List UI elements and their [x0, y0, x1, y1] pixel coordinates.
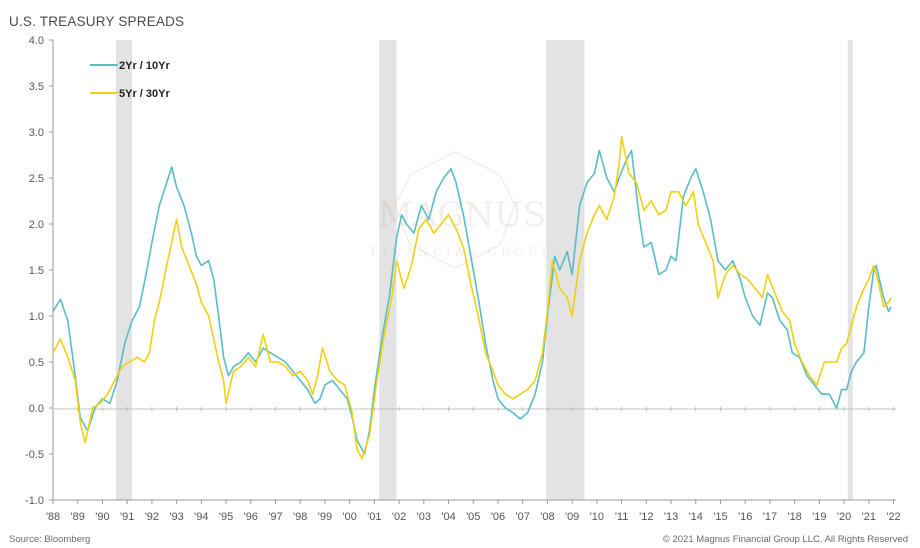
magnus-logo-watermark: MAGNUS FINANCIAL GROUP	[370, 150, 554, 270]
x-tick-label: '22	[886, 511, 900, 523]
legend-label-1: 2Yr / 10Yr	[119, 60, 170, 72]
legend: 2Yr / 10Yr 5Yr / 30Yr	[90, 60, 170, 100]
axes: -1.0 -0.5 0.0 0.5 1.0 1.5 2.0 2.5 3.0 3.5 4.0 '88 '8…	[25, 35, 901, 523]
x-tick-label: '06	[491, 511, 505, 523]
series-line-2	[52, 135, 892, 460]
x-tick-label: '21	[862, 511, 876, 523]
watermark-brand: MAGNUS	[378, 195, 546, 235]
source-note: Source: Bloomberg	[9, 534, 91, 545]
x-tick-label: '03	[417, 511, 431, 523]
y-tick-label: 0.0	[29, 403, 44, 415]
x-tick-label: '04	[441, 511, 455, 523]
x-tick-label: '92	[145, 511, 159, 523]
y-tick-label: -0.5	[25, 449, 44, 461]
y-tick-label: 4.0	[29, 35, 44, 47]
x-tick-label: '17	[763, 511, 777, 523]
y-tick-label: 2.0	[29, 219, 44, 231]
y-tick-label: 2.5	[29, 173, 44, 185]
x-tick-label: '91	[120, 511, 134, 523]
recession-band-4	[847, 40, 853, 500]
x-tick-label: '05	[466, 511, 480, 523]
x-tick-label: '98	[293, 511, 307, 523]
chart-title: U.S. TREASURY SPREADS	[9, 14, 185, 29]
y-tick-label: 3.5	[29, 81, 44, 93]
x-tick-label: '16	[738, 511, 752, 523]
x-tick-label: '18	[787, 511, 801, 523]
x-tick-label: '97	[268, 511, 282, 523]
x-tick-label: '20	[837, 511, 851, 523]
x-tick-label: '10	[590, 511, 604, 523]
x-tick-label: '99	[318, 511, 332, 523]
y-tick-label: 1.0	[29, 311, 44, 323]
x-tick-label: '13	[664, 511, 678, 523]
x-tick-label: '15	[713, 511, 727, 523]
series-lines	[52, 135, 892, 460]
y-tick-label: 1.5	[29, 265, 44, 277]
x-tick-label: '95	[219, 511, 233, 523]
x-tick-label: '96	[244, 511, 258, 523]
series-line-1	[52, 149, 892, 455]
x-tick-label: '14	[689, 511, 703, 523]
x-tick-label: '89	[71, 511, 85, 523]
watermark-shield-icon	[393, 150, 517, 270]
recession-band-1	[116, 40, 133, 500]
x-tick-label: '11	[615, 511, 629, 523]
x-tick-label: '93	[169, 511, 183, 523]
x-tick-label: '09	[565, 511, 579, 523]
copyright-note: © 2021 Magnus Financial Group LLC. All R…	[662, 534, 908, 545]
legend-label-2: 5Yr / 30Yr	[119, 88, 170, 100]
x-tick-label: '01	[367, 511, 381, 523]
x-tick-label: '08	[540, 511, 554, 523]
x-tick-label: '00	[342, 511, 356, 523]
y-tick-label: 0.5	[29, 357, 44, 369]
recession-band-2	[379, 40, 397, 500]
watermark-subtitle: FINANCIAL GROUP	[370, 245, 554, 259]
y-tick-label: -1.0	[25, 495, 44, 507]
y-tick-label: 3.0	[29, 127, 44, 139]
recession-bands	[116, 40, 853, 500]
x-tick-label: '90	[95, 511, 109, 523]
x-tick-label: '12	[639, 511, 653, 523]
x-tick-label: '02	[392, 511, 406, 523]
x-tick-label: '07	[516, 511, 530, 523]
x-tick-label: '88	[46, 511, 60, 523]
x-tick-label: '94	[194, 511, 208, 523]
x-tick-label: '19	[812, 511, 826, 523]
